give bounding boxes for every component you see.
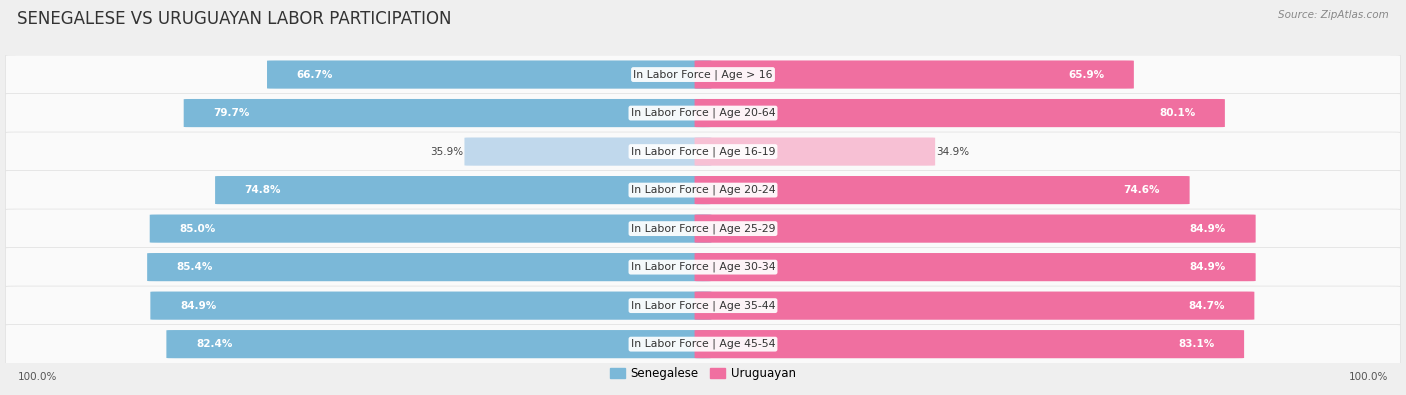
FancyBboxPatch shape [6,209,1400,248]
Text: 80.1%: 80.1% [1159,108,1195,118]
Text: 84.9%: 84.9% [1189,262,1226,272]
FancyBboxPatch shape [695,330,1244,358]
FancyBboxPatch shape [6,286,1400,325]
FancyBboxPatch shape [6,94,1400,133]
FancyBboxPatch shape [464,137,711,166]
Text: SENEGALESE VS URUGUAYAN LABOR PARTICIPATION: SENEGALESE VS URUGUAYAN LABOR PARTICIPAT… [17,10,451,28]
Text: 100.0%: 100.0% [18,372,58,382]
FancyBboxPatch shape [6,55,1400,94]
FancyBboxPatch shape [184,99,711,127]
Text: 82.4%: 82.4% [195,339,232,349]
Text: 84.7%: 84.7% [1188,301,1225,310]
Text: In Labor Force | Age 16-19: In Labor Force | Age 16-19 [631,146,775,157]
Text: 74.8%: 74.8% [245,185,281,195]
Text: In Labor Force | Age 35-44: In Labor Force | Age 35-44 [631,300,775,311]
Text: 35.9%: 35.9% [430,147,463,156]
Text: 66.7%: 66.7% [297,70,333,79]
Legend: Senegalese, Uruguayan: Senegalese, Uruguayan [606,363,800,385]
FancyBboxPatch shape [695,214,1256,243]
FancyBboxPatch shape [6,248,1400,287]
Text: 83.1%: 83.1% [1178,339,1215,349]
FancyBboxPatch shape [695,99,1225,127]
Text: In Labor Force | Age 30-34: In Labor Force | Age 30-34 [631,262,775,273]
FancyBboxPatch shape [695,60,1133,88]
Text: Source: ZipAtlas.com: Source: ZipAtlas.com [1278,10,1389,20]
Text: 85.4%: 85.4% [177,262,214,272]
FancyBboxPatch shape [695,137,935,166]
FancyBboxPatch shape [215,176,711,204]
FancyBboxPatch shape [267,60,711,88]
Text: 84.9%: 84.9% [1189,224,1226,233]
FancyBboxPatch shape [148,253,711,281]
Text: 100.0%: 100.0% [1348,372,1388,382]
FancyBboxPatch shape [149,214,711,243]
Text: 84.9%: 84.9% [180,301,217,310]
FancyBboxPatch shape [695,176,1189,204]
Text: 34.9%: 34.9% [936,147,970,156]
Text: In Labor Force | Age 45-54: In Labor Force | Age 45-54 [631,339,775,350]
FancyBboxPatch shape [6,325,1400,364]
Text: 65.9%: 65.9% [1069,70,1104,79]
FancyBboxPatch shape [150,292,711,320]
FancyBboxPatch shape [6,171,1400,210]
Text: In Labor Force | Age 25-29: In Labor Force | Age 25-29 [631,223,775,234]
Text: 74.6%: 74.6% [1123,185,1160,195]
FancyBboxPatch shape [695,292,1254,320]
FancyBboxPatch shape [695,253,1256,281]
FancyBboxPatch shape [166,330,711,358]
Text: In Labor Force | Age 20-24: In Labor Force | Age 20-24 [631,185,775,196]
Text: 79.7%: 79.7% [214,108,250,118]
FancyBboxPatch shape [6,132,1400,171]
Text: In Labor Force | Age > 16: In Labor Force | Age > 16 [633,69,773,80]
Text: 85.0%: 85.0% [179,224,215,233]
Text: In Labor Force | Age 20-64: In Labor Force | Age 20-64 [631,108,775,118]
